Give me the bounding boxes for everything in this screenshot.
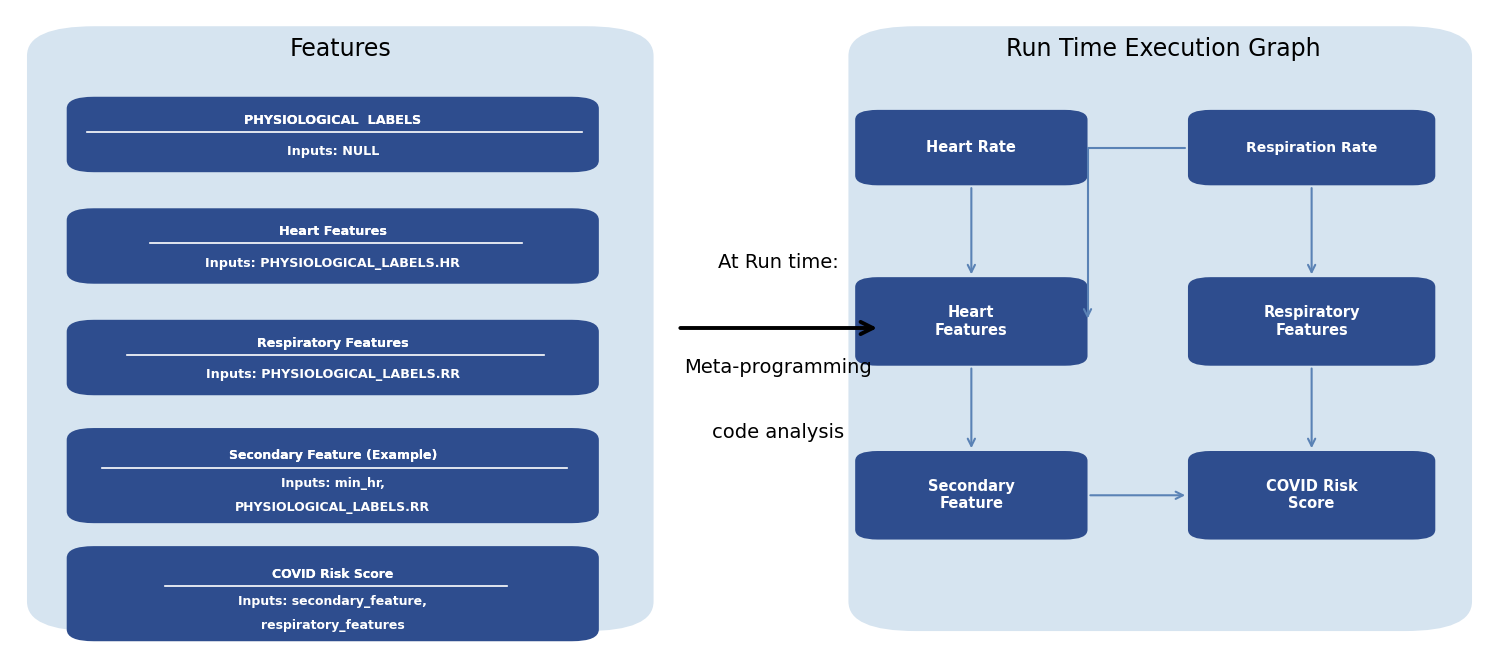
Text: COVID Risk
Score: COVID Risk Score [1265, 479, 1358, 512]
FancyBboxPatch shape [27, 26, 654, 631]
Text: Inputs: min_hr,: Inputs: min_hr, [280, 477, 385, 490]
Text: Heart Features: Heart Features [279, 225, 387, 238]
FancyBboxPatch shape [1187, 451, 1435, 539]
Text: COVID Risk Score: COVID Risk Score [273, 567, 393, 581]
Text: Meta-programming: Meta-programming [684, 358, 872, 377]
Text: code analysis: code analysis [712, 424, 844, 442]
Text: Secondary
Feature: Secondary Feature [928, 479, 1015, 512]
Text: Inputs: PHYSIOLOGICAL_LABELS.RR: Inputs: PHYSIOLOGICAL_LABELS.RR [205, 368, 460, 381]
FancyBboxPatch shape [1187, 277, 1435, 365]
Text: Respiration Rate: Respiration Rate [1246, 140, 1378, 155]
FancyBboxPatch shape [67, 428, 598, 523]
FancyBboxPatch shape [67, 319, 598, 395]
Text: At Run time:: At Run time: [718, 253, 838, 272]
Text: Run Time Execution Graph: Run Time Execution Graph [1006, 37, 1321, 61]
Text: Respiratory Features: Respiratory Features [256, 337, 409, 350]
Text: Heart
Features: Heart Features [935, 305, 1007, 338]
Text: Inputs: NULL: Inputs: NULL [286, 145, 379, 158]
FancyBboxPatch shape [854, 277, 1087, 365]
Text: Inputs: PHYSIOLOGICAL_LABELS.HR: Inputs: PHYSIOLOGICAL_LABELS.HR [205, 256, 460, 270]
Text: Inputs: secondary_feature,: Inputs: secondary_feature, [238, 595, 427, 608]
Text: Features: Features [289, 37, 391, 61]
Text: Respiratory Features: Respiratory Features [256, 337, 409, 350]
FancyBboxPatch shape [67, 209, 598, 283]
Text: COVID Risk Score: COVID Risk Score [273, 567, 393, 581]
FancyBboxPatch shape [854, 451, 1087, 539]
Text: PHYSIOLOGICAL_LABELS.RR: PHYSIOLOGICAL_LABELS.RR [235, 501, 430, 514]
Text: Secondary Feature (Example): Secondary Feature (Example) [228, 449, 438, 462]
FancyBboxPatch shape [1187, 110, 1435, 185]
Text: respiratory_features: respiratory_features [261, 619, 405, 632]
Text: Heart Rate: Heart Rate [926, 140, 1016, 155]
FancyBboxPatch shape [67, 96, 598, 172]
Text: Respiratory
Features: Respiratory Features [1264, 305, 1360, 338]
FancyBboxPatch shape [854, 110, 1087, 185]
Text: Heart Features: Heart Features [279, 225, 387, 238]
FancyBboxPatch shape [67, 546, 598, 642]
Text: PHYSIOLOGICAL  LABELS: PHYSIOLOGICAL LABELS [244, 113, 421, 127]
FancyBboxPatch shape [848, 26, 1472, 631]
Text: Secondary Feature (Example): Secondary Feature (Example) [228, 449, 438, 462]
Text: PHYSIOLOGICAL  LABELS: PHYSIOLOGICAL LABELS [244, 113, 421, 127]
